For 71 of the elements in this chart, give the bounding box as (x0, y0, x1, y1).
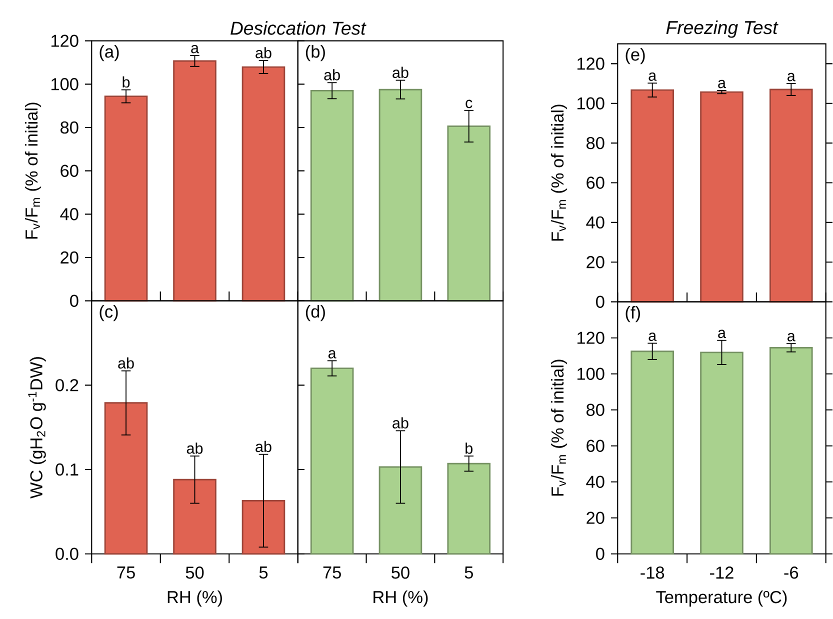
bar (173, 479, 216, 555)
x-tick-label: 75 (323, 566, 341, 579)
x-axis-title: Temperature (ºC) (656, 590, 787, 607)
y-tick-label: 60 (60, 164, 78, 178)
annotation: a (191, 45, 200, 54)
y-tick-label: 60 (586, 440, 604, 452)
x-axis-title: RH (%) (168, 590, 222, 607)
x-tick-label: -12 (710, 566, 734, 579)
y-tick-label: 120 (577, 332, 604, 344)
chart-title: Desiccation Test (230, 21, 366, 36)
annotation: b (466, 442, 472, 454)
x-tick-label: 5 (464, 566, 473, 579)
annotation: (c) (100, 305, 118, 322)
y-tick-label: 120 (577, 58, 604, 70)
y-tick-label: 80 (60, 122, 78, 134)
y-tick-label: 100 (51, 78, 78, 90)
x-tick-label: 75 (117, 566, 135, 579)
y-axis-title: F$_{v}$/F$_{m}$ (% of initial) (550, 360, 568, 496)
annotation: ab (392, 417, 408, 429)
x-tick-label: 50 (186, 566, 204, 579)
y-tick-label: 60 (586, 176, 604, 190)
y-tick-label: 0.1 (56, 464, 78, 476)
x-tick-label: -6 (784, 566, 798, 579)
y-tick-label: 0 (70, 294, 78, 308)
y-tick-label: 120 (51, 34, 78, 48)
annotation: ab (256, 47, 272, 58)
x-axis-title: RH (%) (374, 590, 428, 607)
annotation: (a) (100, 45, 119, 62)
y-tick-label: 20 (60, 252, 78, 264)
y-tick-label: 40 (60, 208, 78, 220)
annotation: a (788, 333, 796, 342)
annotation: a (788, 73, 796, 82)
y-tick-label: 20 (586, 256, 604, 268)
x-tick-label: 50 (392, 566, 410, 579)
y-tick-label: 100 (577, 97, 604, 110)
annotation: ab (118, 358, 134, 369)
annotation: (b) (306, 45, 325, 62)
annotation: (f) (626, 306, 640, 322)
bar (104, 402, 148, 555)
x-tick-label: -18 (640, 566, 664, 579)
y-tick-label: 100 (577, 368, 604, 380)
annotation: ab (324, 69, 340, 81)
annotation: a (718, 330, 726, 338)
bar (104, 96, 148, 302)
chart-title: Freezing Test (666, 20, 778, 38)
y-tick-label: 20 (586, 512, 604, 524)
annotation: (d) (306, 305, 325, 322)
bar (173, 60, 216, 302)
annotation: a (718, 80, 726, 88)
annotation: a (328, 350, 336, 359)
y-tick-label: 0.0 (56, 548, 78, 560)
annotation: c (466, 100, 472, 108)
y-axis-title: F$_{v}$/F$_{m}$ (% of initial) (24, 102, 42, 239)
bar (242, 66, 286, 302)
y-tick-label: 80 (586, 404, 604, 416)
annotation: ab (392, 66, 408, 78)
y-axis-title: F$_{v}$/F$_{m}$ (% of initial) (550, 104, 568, 241)
y-tick-label: 0 (596, 548, 604, 560)
annotation: (e) (626, 48, 645, 64)
y-axis-title: WC (gH$_{2}$O g$^{-1}$DW) (28, 357, 46, 499)
y-tick-label: 40 (586, 216, 604, 229)
x-tick-label: 5 (259, 566, 268, 579)
annotation: ab (186, 442, 203, 454)
annotation: b (122, 76, 130, 88)
annotation: a (648, 332, 657, 342)
y-tick-label: 0.2 (56, 379, 78, 392)
annotation: a (648, 72, 657, 82)
annotation: ab (256, 441, 272, 452)
y-tick-label: 0 (596, 296, 604, 308)
y-tick-label: 40 (586, 476, 604, 488)
y-tick-label: 80 (586, 137, 604, 150)
